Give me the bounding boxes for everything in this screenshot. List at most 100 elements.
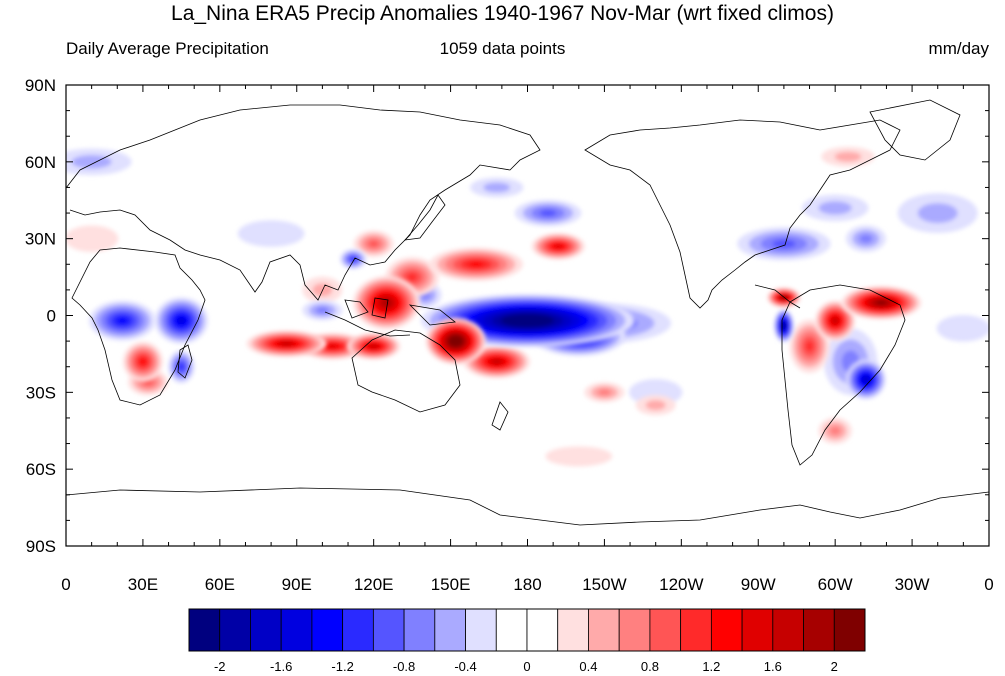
anomaly-contour [468,261,484,268]
anomaly-contour [237,220,305,247]
anomaly-region [66,225,119,252]
subtitle-right: mm/day [928,39,989,58]
axis-ticks [65,84,990,547]
anomaly-contour [936,314,989,342]
coast-japan [404,194,446,241]
colorbar-swatch [741,608,774,652]
colorbar-swatch [372,608,405,652]
lat-label: 90N [25,76,56,95]
anomaly-contour [281,342,292,346]
coast-australia [351,329,461,413]
anomaly-region [936,314,989,342]
colorbar-label: 1.6 [764,659,782,674]
anomaly-field [66,146,989,467]
anomaly-contour [829,426,841,436]
colorbar-swatch [557,608,589,652]
anomaly-contour [805,340,814,352]
coast-africa [71,247,206,406]
anomaly-region [302,300,343,321]
lon-label: 120W [659,575,703,594]
anomaly-region [168,350,195,384]
lon-label: 150E [431,575,471,594]
anomaly-contour [877,301,886,305]
anomaly-contour [539,209,557,217]
anomaly-region [818,417,852,445]
anomaly-contour [139,358,147,365]
colorbar-swatch [495,608,528,652]
anomaly-region [347,332,401,360]
lat-label: 90S [26,537,56,556]
coast-eurasia [66,104,541,301]
coast-central-america [754,284,801,309]
colorbar-swatch [280,608,313,652]
colorbar-label: 2 [831,659,838,674]
colorbar-swatch [526,608,559,652]
colorbar-swatch [311,608,344,652]
coast-north-america [584,119,901,309]
lon-label: 150W [582,575,626,594]
lon-label: 30E [128,575,158,594]
anomaly-region [122,341,163,382]
anomaly-region [801,194,869,222]
anomaly-contour [71,155,112,169]
anomaly-region [635,395,676,416]
anomaly-region [821,146,875,167]
colorbar-label: -1.6 [270,659,292,674]
anomaly-region [545,446,613,467]
anomaly-contour [406,273,418,282]
colorbar-label: 0 [523,659,530,674]
anomaly-contour [177,317,186,324]
coast-antarctica [66,487,989,526]
anomaly-contour [327,344,338,349]
colorbar-label: -1.2 [331,659,353,674]
colorbar-swatch [219,608,251,652]
coast-indonesia [324,297,456,337]
anomaly-region [584,382,625,403]
colorbar-label: -0.4 [454,659,476,674]
anomaly-region [897,193,978,234]
plot-title: La_Nina ERA5 Precip Anomalies 1940-1967 … [171,2,834,25]
lon-label: 90W [741,575,776,594]
lon-label: 90E [282,575,312,594]
anomaly-region [470,177,524,198]
longitude-labels: 0 30E 60E 90E 120E 150E 180 150W 120W 90W 60W 30W 0 [61,575,993,594]
colorbar-label: -0.8 [393,659,415,674]
colorbar-swatch [588,608,620,652]
anomaly-contour [772,239,796,248]
anomaly-contour [554,244,563,249]
lon-label: 60W [818,575,853,594]
colorbar-swatch [188,608,221,652]
colorbar-swatch [680,608,712,652]
coast-greenland [869,99,961,161]
anomaly-region [425,317,486,365]
anomaly-contour [818,201,852,215]
anomaly-contour [483,182,511,193]
anomaly-region [89,300,156,341]
subtitle-left: Daily Average Precipitation [66,39,269,58]
anomaly-region [737,227,831,261]
colorbar-label: 0.4 [579,659,597,674]
colorbar-label: 0.8 [641,659,659,674]
anomaly-contour [645,400,666,411]
colorbar-label: 1.2 [702,659,720,674]
anomaly-contour [492,359,501,364]
anomaly-region [353,276,420,330]
anomaly-contour [545,446,613,467]
subtitle-center: 1059 data points [439,39,566,58]
anomaly-contour [917,203,958,224]
anomaly-contour [370,344,377,348]
coast-madagascar [177,344,193,379]
anomaly-region [246,330,327,357]
latitude-labels: 90N 60N 30N 0 30S 60S 90S [25,76,56,556]
anomaly-region [339,249,367,270]
lon-label: 0 [61,575,70,594]
coast-south-america [781,284,906,466]
coastlines [66,99,989,526]
lat-label: 30N [25,230,56,249]
colorbar-swatch [772,608,804,652]
anomaly-region [353,230,394,258]
lon-label: 0 [984,575,993,594]
anomaly-region [531,233,585,260]
anomaly-region [815,300,856,341]
